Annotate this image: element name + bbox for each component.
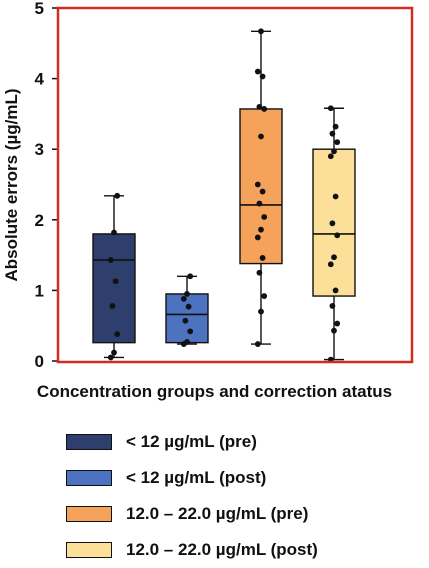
data-point: [334, 320, 341, 327]
data-point: [332, 123, 339, 130]
y-tick-label: 3: [35, 140, 44, 159]
data-point: [258, 133, 264, 140]
data-point: [256, 200, 263, 207]
data-point: [182, 317, 189, 324]
data-point: [114, 192, 121, 199]
box: [239, 108, 283, 265]
data-point: [331, 327, 337, 334]
data-point: [331, 254, 337, 261]
data-point: [254, 341, 261, 347]
data-point: [259, 188, 266, 195]
data-point: [185, 303, 192, 310]
legend: < 12 µg/mL (pre) < 12 µg/mL (post) 12.0 – …: [66, 424, 396, 568]
data-point: [258, 308, 264, 315]
data-point: [329, 130, 336, 137]
data-point: [258, 226, 264, 233]
legend-label: 12.0 – 22.0 µg/mL (post): [126, 540, 318, 559]
plot-frame: [56, 6, 414, 364]
data-point: [112, 278, 119, 285]
y-axis-title: Absolute errors (µg/mL): [2, 88, 21, 281]
data-point: [329, 220, 336, 227]
box: [92, 233, 136, 344]
legend-item: < 12 µg/mL (pre): [66, 424, 396, 460]
data-point: [109, 303, 116, 309]
legend-swatch: [66, 506, 112, 522]
legend-label: < 12 µg/mL (post): [126, 468, 267, 487]
data-point: [111, 229, 117, 236]
legend-swatch: [66, 542, 112, 558]
data-point: [254, 234, 261, 241]
data-point: [107, 257, 114, 263]
data-point: [327, 261, 334, 268]
box: [165, 293, 209, 344]
data-point: [334, 139, 341, 146]
legend-item: 12.0 – 22.0 µg/mL (post): [66, 532, 396, 568]
legend-swatch: [66, 434, 112, 450]
y-tick-label: 1: [35, 281, 44, 300]
y-tick-label: 4: [35, 70, 45, 89]
chart-svg: 0 1 2 3 4 5 Absolute errors (µg/mL): [2, 0, 414, 371]
x-axis-title: Concentration groups and correction atat…: [36, 382, 393, 401]
legend-item: 12.0 – 22.0 µg/mL (pre): [66, 496, 396, 532]
data-point: [187, 328, 194, 335]
legend-item: < 12 µg/mL (post): [66, 460, 396, 496]
data-point: [254, 181, 261, 188]
data-point: [327, 153, 334, 160]
data-point: [261, 106, 268, 112]
data-point: [111, 349, 117, 356]
box-plot-chart: 0 1 2 3 4 5 Absolute errors (µg/mL): [2, 0, 414, 371]
legend-swatch: [66, 470, 112, 486]
data-point: [187, 273, 194, 280]
y-tick-label: 0: [35, 352, 44, 371]
data-point: [329, 303, 336, 309]
data-point: [332, 287, 339, 294]
data-point: [184, 339, 190, 345]
data-point: [334, 232, 341, 239]
data-point: [254, 68, 261, 75]
data-point: [259, 73, 266, 80]
data-point: [180, 295, 187, 302]
data-point: [259, 255, 266, 261]
y-tick-label: 2: [35, 211, 44, 230]
data-point: [184, 291, 190, 297]
data-point: [256, 269, 263, 276]
data-point: [331, 148, 337, 155]
y-tick-label: 5: [35, 0, 44, 18]
data-point: [258, 28, 264, 35]
data-point: [261, 214, 268, 220]
data-point: [327, 105, 334, 112]
data-point: [114, 331, 121, 338]
legend-label: < 12 µg/mL (pre): [126, 432, 257, 451]
data-point: [332, 193, 339, 200]
data-point: [256, 103, 263, 110]
legend-label: 12.0 – 22.0 µg/mL (pre): [126, 504, 309, 523]
data-point: [261, 293, 268, 299]
data-point: [107, 354, 114, 361]
